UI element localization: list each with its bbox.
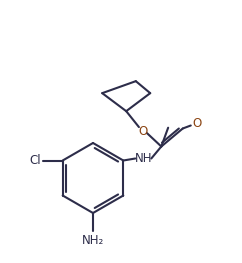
Text: O: O — [138, 125, 148, 138]
Text: NH₂: NH₂ — [82, 234, 104, 246]
Text: NH: NH — [135, 152, 152, 165]
Text: Cl: Cl — [29, 154, 40, 167]
Text: O: O — [192, 117, 201, 130]
